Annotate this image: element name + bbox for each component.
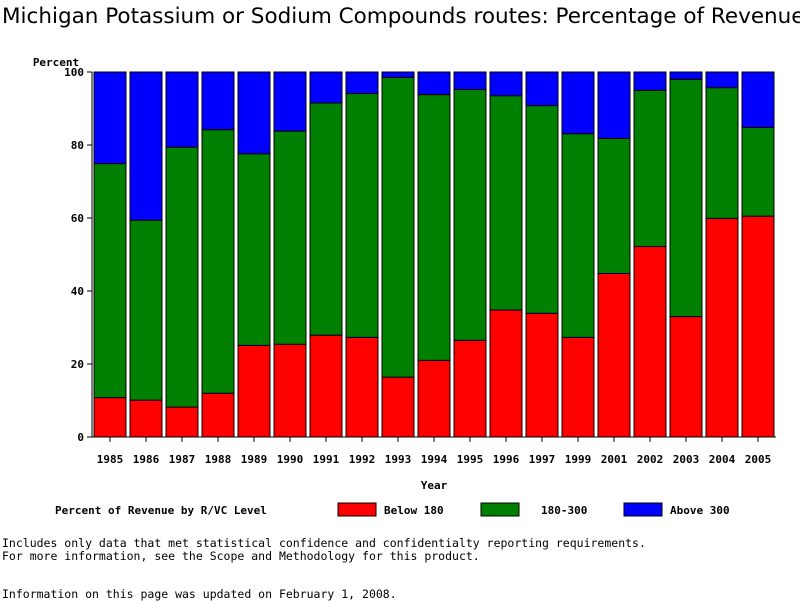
x-tick-label: 1987 [169,453,196,466]
bar-1994-segment-0 [417,359,451,438]
x-tick-label: 1993 [385,453,412,466]
bar-1999-segment-2 [561,71,595,135]
bar-1991-segment-2 [309,71,343,104]
x-tick-label: 2003 [673,453,700,466]
bar-1985-segment-0 [93,397,127,438]
bar-2001-segment-2 [597,71,631,139]
legend: Percent of Revenue by R/VC Level Below 18… [55,502,730,517]
bar-1996-segment-2 [489,71,523,97]
x-tick-label: 1986 [133,453,160,466]
bar-2001-segment-1 [597,137,631,274]
bar-1986-segment-2 [129,71,163,221]
x-tick-label: 2001 [601,453,628,466]
bar-1986-segment-1 [129,219,163,401]
bar-1988-segment-2 [201,71,235,131]
bar-1992-segment-2 [345,71,379,95]
bar-1990-segment-2 [273,71,307,132]
bar-1990-segment-0 [273,343,307,438]
bar-1989-segment-0 [237,344,271,438]
legend-swatch [623,502,663,517]
footnote-confidence: Includes only data that met statistical … [2,536,646,550]
bar-1995-segment-1 [453,89,487,341]
bar-2004-segment-0 [705,217,739,438]
bar-1992-segment-1 [345,93,379,338]
y-tick-label: 80 [71,139,84,152]
x-tick-label: 1989 [241,453,268,466]
bar-2002-segment-1 [633,89,667,247]
bar-1991-segment-1 [309,102,343,336]
x-tick-label: 2005 [745,453,772,466]
y-tick-label: 100 [64,66,84,79]
bar-1994-segment-2 [417,71,451,96]
bar-1988-segment-0 [201,392,235,438]
bar-1985-segment-1 [93,163,127,399]
bar-1991-segment-0 [309,334,343,438]
x-tick-label: 1985 [97,453,124,466]
legend-title: Percent of Revenue by R/VC Level [55,504,267,517]
x-tick-label: 1991 [313,453,340,466]
bar-1996-segment-1 [489,95,523,311]
y-axis-label: Percent [33,56,79,69]
x-tick-label: 1990 [277,453,304,466]
bar-2004-segment-2 [705,71,739,89]
bar-1993-segment-0 [381,376,415,438]
bar-1994-segment-1 [417,94,451,361]
bar-1988-segment-1 [201,129,235,394]
bar-1997-segment-1 [525,105,559,314]
bar-1990-segment-1 [273,130,307,345]
x-tick-label: 1995 [457,453,484,466]
bar-1995-segment-0 [453,339,487,438]
bar-1987-segment-1 [165,146,199,408]
bar-group: 1985 1986 1987 1988 1989 1990 1991 1992 1993 1994… [93,71,775,466]
x-axis-label: Year [421,479,448,492]
bar-2005-segment-1 [741,126,775,217]
bar-1995-segment-2 [453,71,487,91]
bar-1997-segment-2 [525,71,559,107]
bar-1999-segment-1 [561,133,595,338]
x-tick-label: 1992 [349,453,376,466]
y-tick-label: 40 [71,285,84,298]
bar-1993-segment-1 [381,76,415,378]
bar-1989-segment-1 [237,153,271,346]
legend-entry: Below 180 [384,504,444,517]
bar-2002-segment-0 [633,245,667,438]
bar-1986-segment-0 [129,399,163,438]
x-tick-label: 2002 [637,453,664,466]
chart-title: Michigan Potassium or Sodium Compounds r… [2,4,800,29]
bar-2003-segment-0 [669,316,703,438]
bar-2005-segment-0 [741,215,775,438]
y-tick-label: 0 [77,431,84,444]
bar-2003-segment-2 [669,71,703,80]
x-tick-label: 1999 [565,453,592,466]
y-tick-label: 20 [71,358,84,371]
bar-2005-segment-2 [741,71,775,128]
footnote-updated: Information on this page was updated on … [2,587,397,601]
bar-1987-segment-0 [165,406,199,438]
bar-1987-segment-2 [165,71,199,148]
y-tick-label: 60 [71,212,84,225]
bar-2001-segment-0 [597,272,631,438]
bar-1997-segment-0 [525,312,559,438]
bar-1992-segment-0 [345,336,379,438]
bar-2004-segment-1 [705,87,739,219]
axes: 0 20 40 60 80 100 [64,66,776,444]
bar-1993-segment-2 [381,71,415,78]
legend-swatch [480,502,520,517]
legend-entry: Above 300 [670,504,730,517]
bar-2002-segment-2 [633,71,667,91]
x-tick-label: 1988 [205,453,232,466]
footnote-methodology: For more information, see the Scope and … [2,549,480,563]
x-tick-label: 1994 [421,453,448,466]
x-tick-label: 1997 [529,453,556,466]
bar-1989-segment-2 [237,71,271,155]
legend-swatch [337,502,377,517]
x-tick-label: 1996 [493,453,520,466]
legend-entry: 180-300 [541,504,587,517]
bar-1996-segment-0 [489,309,523,438]
bar-1985-segment-2 [93,71,127,165]
bar-2003-segment-1 [669,78,703,318]
bar-1999-segment-0 [561,336,595,438]
x-tick-label: 2004 [709,453,736,466]
